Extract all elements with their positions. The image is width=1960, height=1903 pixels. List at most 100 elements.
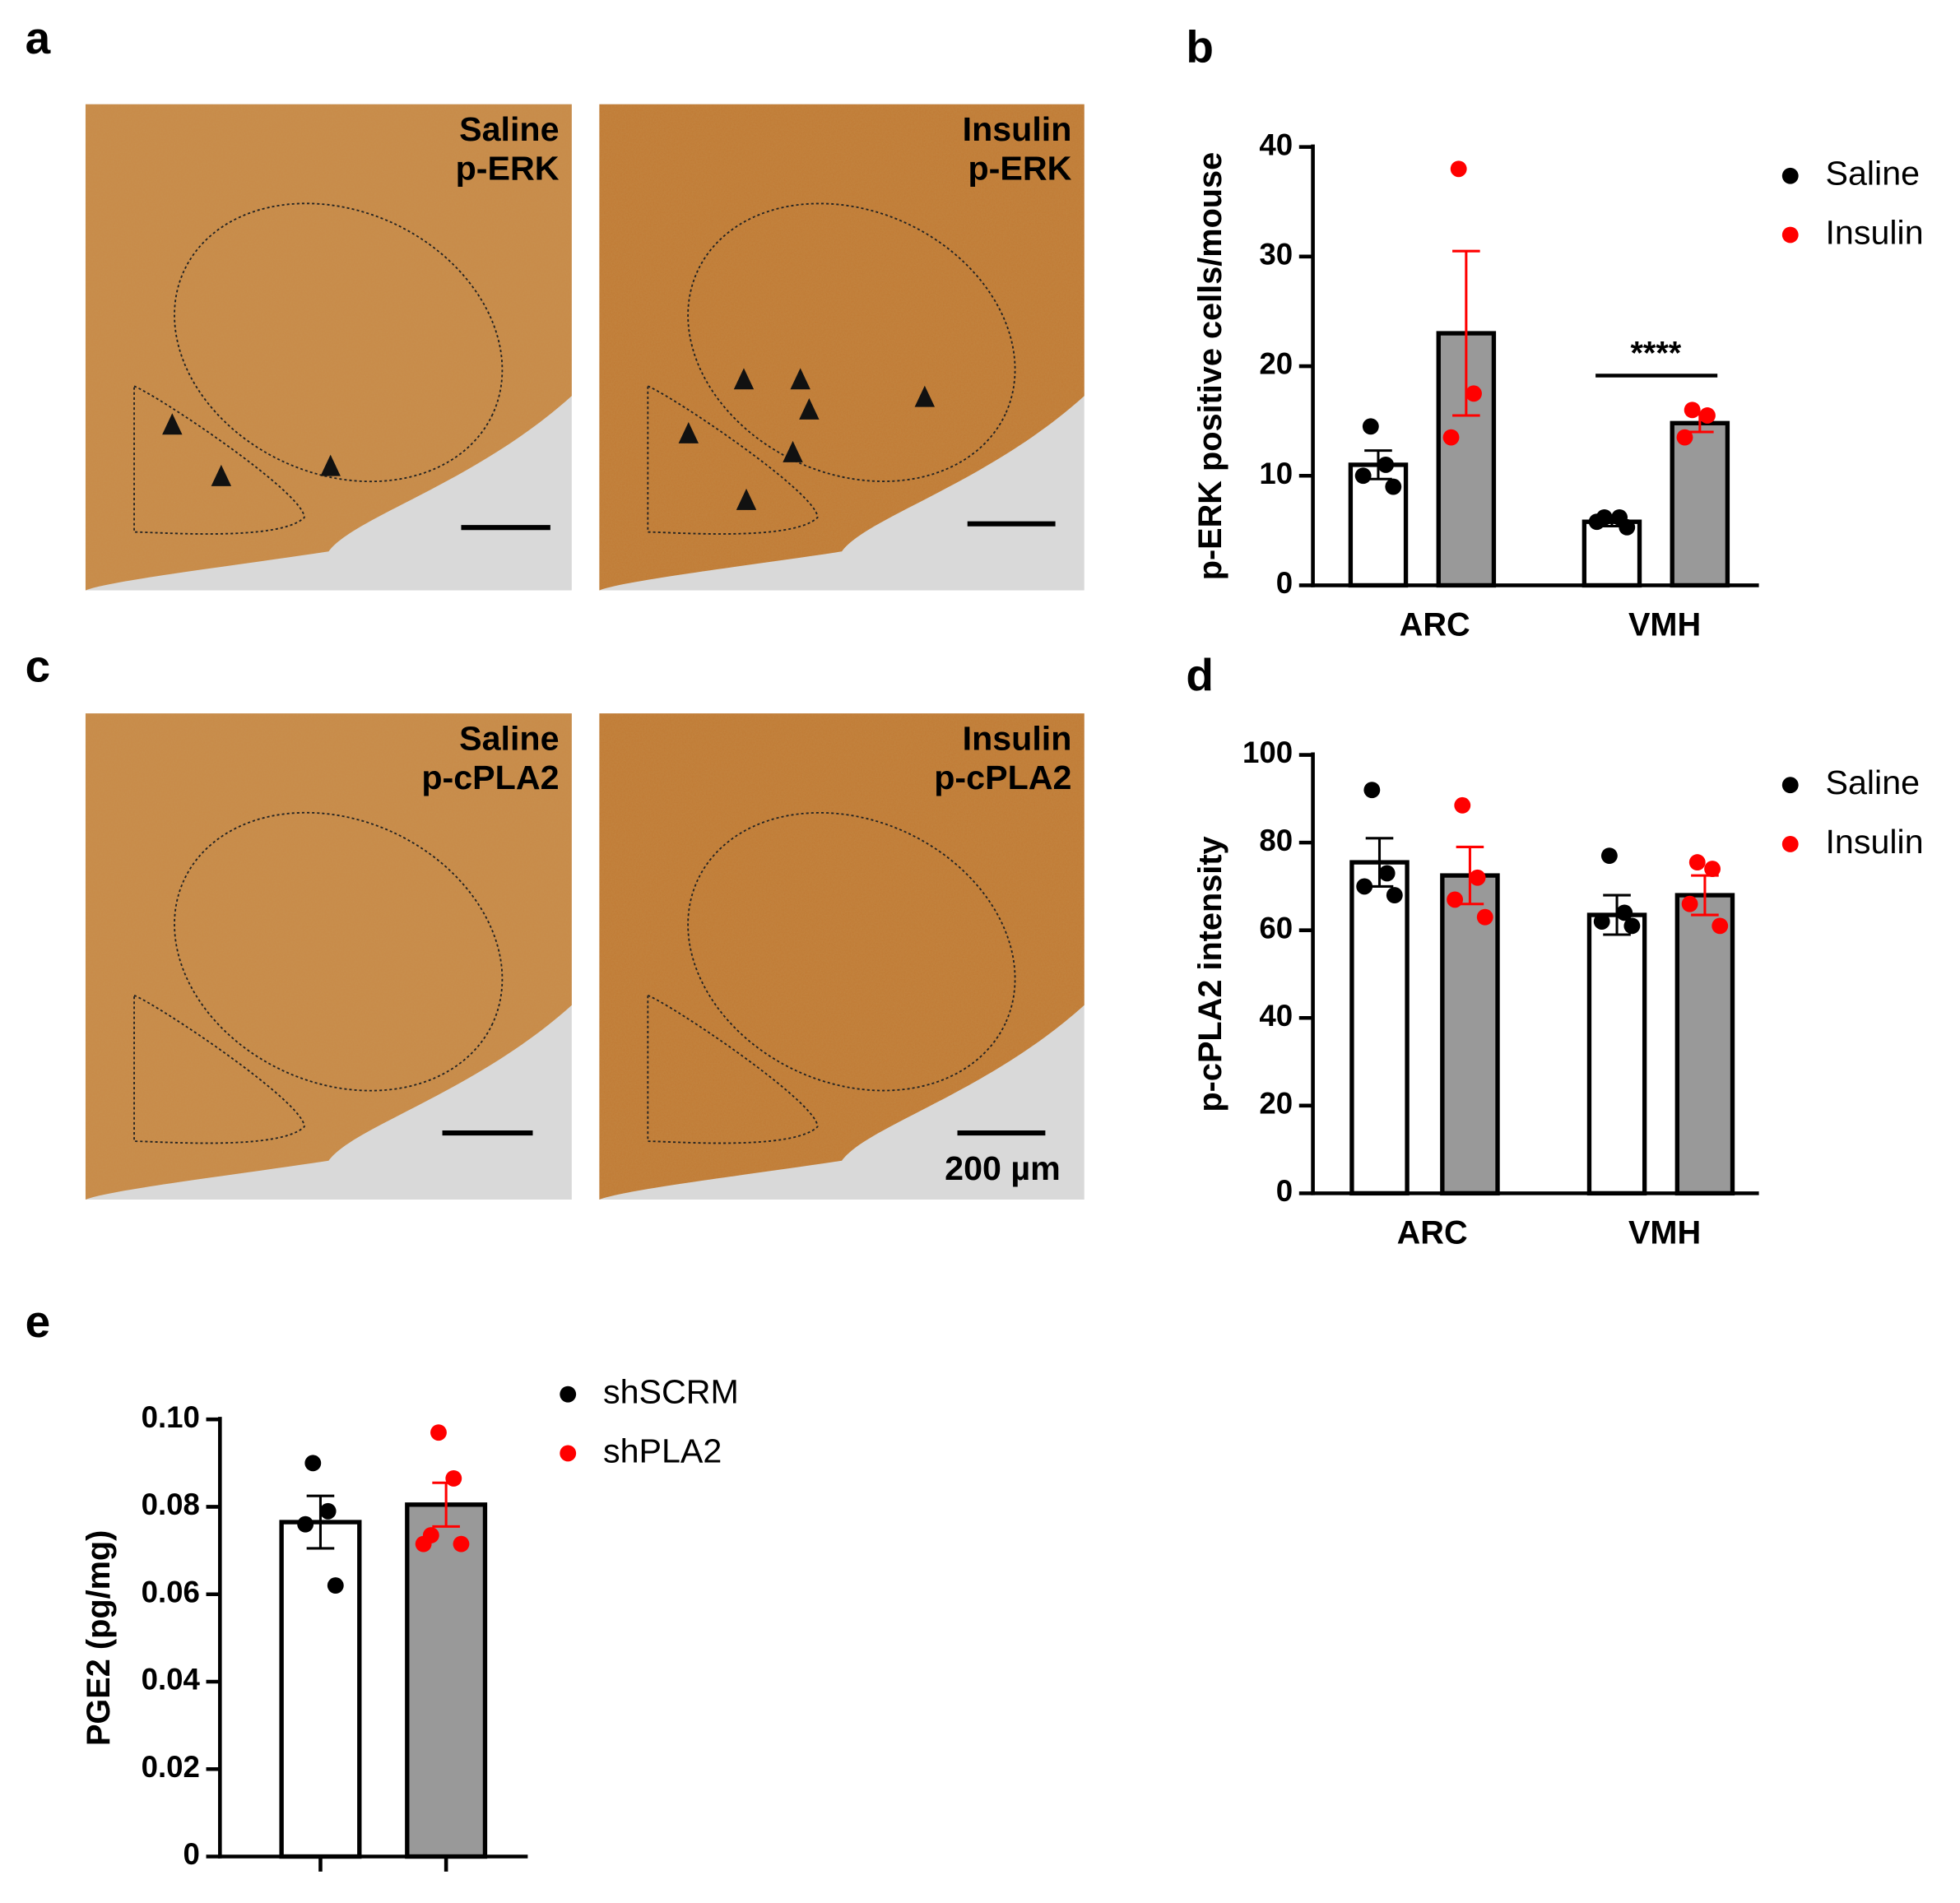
legend-label: shPLA2 [603, 1432, 722, 1469]
arc-outline [133, 385, 305, 535]
data-point [430, 1424, 447, 1441]
arrowhead [799, 397, 820, 420]
data-point [1454, 796, 1471, 814]
vmh-outline [174, 811, 504, 1092]
arc-outline [647, 385, 819, 535]
y-axis-label: PGE2 (pg/mg) [81, 1530, 117, 1746]
x-tick-label: ARC [1397, 1214, 1468, 1251]
image-label: p-ERK [968, 150, 1072, 188]
tissue-texture [85, 104, 572, 591]
data-point [1469, 869, 1486, 886]
bar [1586, 912, 1647, 1196]
arrowhead [733, 368, 755, 390]
tissue-texture [599, 104, 1085, 591]
y-tick-label: 20 [1259, 1087, 1293, 1121]
tissue-texture [599, 713, 1085, 1200]
panel-letter: a [26, 12, 51, 63]
x-tick-label: VMH [1628, 1214, 1701, 1251]
image-label: Saline [459, 720, 559, 758]
arrowhead [783, 440, 803, 462]
panel-letter: b [1186, 21, 1214, 72]
y-tick-label: 80 [1259, 824, 1293, 857]
y-tick-label: 0.04 [142, 1663, 201, 1696]
image-label: Insulin [963, 720, 1072, 758]
bar [279, 1520, 362, 1859]
arrowhead [914, 385, 936, 407]
data-point [1623, 917, 1641, 935]
data-point [1385, 478, 1402, 495]
legend-marker [1781, 167, 1799, 184]
data-point [304, 1455, 322, 1472]
error-bar [306, 1494, 335, 1550]
arc-outline [133, 994, 305, 1144]
image-label: p-cPLA2 [421, 759, 559, 796]
data-point [1593, 913, 1610, 930]
data-point [1688, 854, 1706, 871]
legend-marker [560, 1445, 577, 1462]
data-point [1704, 861, 1721, 878]
data-point [415, 1535, 432, 1553]
image-label: Insulin [963, 110, 1072, 148]
legend-marker [1781, 777, 1799, 794]
bar [1349, 860, 1410, 1196]
data-point [297, 1515, 314, 1533]
y-tick-label: 0.02 [142, 1750, 200, 1784]
data-point [453, 1535, 470, 1553]
data-point [1699, 407, 1716, 424]
data-point [319, 1502, 337, 1520]
y-axis-label: p-ERK positive cells/mouse [1192, 152, 1228, 581]
legend-label: Saline [1825, 764, 1920, 801]
arrowhead [736, 488, 757, 510]
vmh-outline [687, 811, 1016, 1092]
legend-marker [560, 1385, 577, 1403]
data-point [1681, 895, 1698, 912]
legend-label: Saline [1825, 155, 1920, 193]
y-tick-label: 30 [1259, 238, 1293, 272]
data-point [1712, 917, 1729, 935]
arrowhead [790, 368, 810, 390]
vmh-outline [174, 202, 504, 483]
data-point [1356, 878, 1373, 895]
data-point [1363, 782, 1381, 799]
data-point [1386, 887, 1403, 903]
data-point [1600, 847, 1618, 865]
image-label: Saline [459, 110, 559, 148]
y-tick-label: 0.10 [142, 1400, 200, 1434]
y-tick-label: 40 [1259, 128, 1293, 161]
data-point [1676, 429, 1693, 446]
arrowhead [211, 464, 232, 486]
arc-outline [647, 994, 819, 1144]
tissue-texture [85, 713, 572, 1200]
data-point [1476, 908, 1493, 926]
data-point [1616, 904, 1633, 921]
y-tick-label: 0 [1276, 1174, 1293, 1208]
arrowhead [678, 421, 699, 443]
x-tick-label: VMH [1628, 606, 1701, 643]
legend-label: Insulin [1825, 823, 1923, 861]
data-point [1465, 385, 1482, 402]
data-point [1377, 457, 1395, 473]
data-point [1619, 518, 1636, 536]
y-tick-label: 0 [1276, 566, 1293, 600]
x-tick-label: ARC [1400, 606, 1470, 643]
image-label: p-cPLA2 [934, 759, 1071, 796]
error-bar [1452, 249, 1480, 417]
scale-bar-label: 200 µm [945, 1149, 1061, 1187]
data-point [445, 1470, 462, 1487]
legend-marker [1781, 836, 1799, 852]
legend-label: Insulin [1825, 213, 1923, 251]
bar [405, 1502, 488, 1859]
panel-letter: c [26, 640, 51, 691]
arrowhead [162, 413, 183, 435]
y-tick-label: 60 [1259, 911, 1293, 945]
legend-marker [1781, 226, 1799, 244]
bar [1670, 420, 1730, 588]
y-tick-label: 10 [1259, 457, 1293, 490]
y-tick-label: 100 [1242, 736, 1293, 769]
data-point [1684, 401, 1701, 419]
